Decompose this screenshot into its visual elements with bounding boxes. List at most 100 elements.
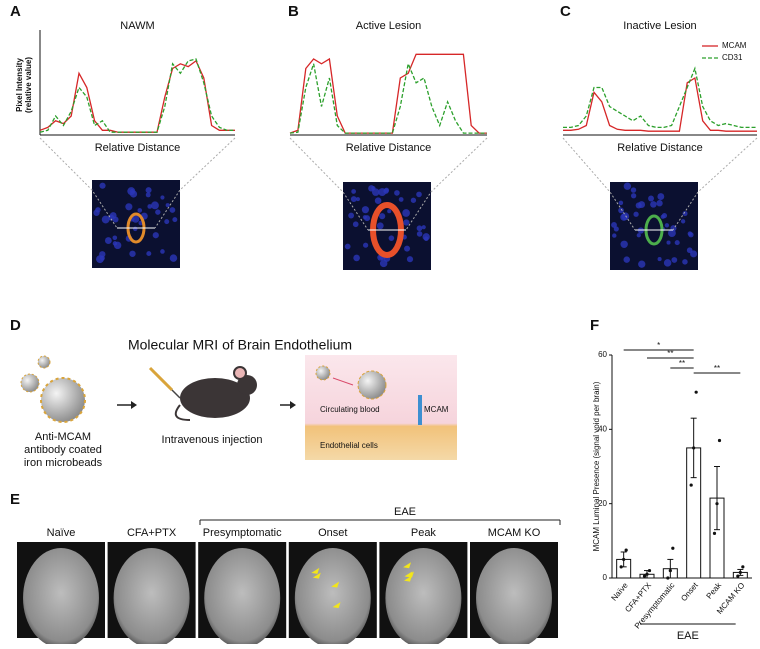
brain <box>294 548 371 648</box>
nucleus <box>160 249 165 254</box>
nucleus <box>104 237 112 244</box>
mri-label: CFA+PTX <box>127 527 177 539</box>
nucleus <box>657 257 662 262</box>
nucleus <box>109 212 117 219</box>
mri-label: Presymptomatic <box>203 527 282 539</box>
data-point <box>717 438 722 443</box>
chart-title: NAWM <box>120 20 154 32</box>
panel-label: A <box>10 3 21 20</box>
zoom-guide <box>39 137 118 229</box>
nucleus <box>155 209 161 215</box>
data-point <box>622 557 626 562</box>
group-label: EAE <box>394 506 416 518</box>
data-point <box>619 565 623 569</box>
data-point <box>738 570 742 575</box>
injection-label: Intravenous injection <box>162 434 263 446</box>
nucleus <box>113 241 122 250</box>
nucleus <box>93 209 100 216</box>
nucleus <box>666 240 671 245</box>
nucleus <box>99 255 105 261</box>
profile-line <box>563 76 757 132</box>
brain <box>23 548 99 648</box>
nucleus <box>671 257 678 263</box>
profile-line <box>289 61 487 134</box>
nucleus <box>416 231 423 237</box>
nucleus <box>376 222 384 230</box>
nucleus <box>99 182 106 189</box>
data-point <box>647 568 652 573</box>
panel-label: C <box>560 3 571 20</box>
brain <box>204 548 281 648</box>
nucleus <box>403 219 410 226</box>
mri-label: MCAM KO <box>488 527 541 539</box>
nucleus <box>129 190 138 198</box>
nucleus <box>423 236 429 242</box>
data-point <box>715 502 719 506</box>
data-point <box>668 568 672 573</box>
nucleus <box>402 209 410 217</box>
nucleus <box>394 190 400 196</box>
data-point <box>741 565 745 569</box>
nucleus <box>169 254 178 262</box>
nucleus <box>633 211 639 217</box>
bead-caption: iron microbeads <box>24 457 103 469</box>
nucleus <box>152 232 159 239</box>
arrow <box>404 571 413 578</box>
nucleus <box>351 189 357 194</box>
nucleus <box>650 201 657 208</box>
panel-label: F <box>590 317 599 334</box>
zoom-guide <box>289 137 369 231</box>
x-tick-label: Peak <box>705 580 724 601</box>
nucleus <box>133 226 138 232</box>
x-axis-label: Relative Distance <box>617 142 703 154</box>
nucleus <box>388 235 395 241</box>
panel-label: D <box>10 317 21 334</box>
data-point <box>645 572 649 576</box>
bead-caption: antibody coated <box>24 444 102 456</box>
nucleus <box>379 213 386 220</box>
nucleus <box>164 219 170 225</box>
nucleus <box>635 202 642 209</box>
nucleus <box>630 193 637 199</box>
nucleus <box>169 207 176 213</box>
mcam-label: MCAM <box>424 405 449 414</box>
nucleus <box>350 196 357 203</box>
y-tick-label: 40 <box>598 424 607 433</box>
nucleus <box>638 260 646 268</box>
nucleus <box>416 191 422 198</box>
group-label: EAE <box>677 630 699 642</box>
nucleus <box>145 192 151 198</box>
y-tick-label: 60 <box>598 350 607 359</box>
nucleus <box>421 225 426 230</box>
nucleus <box>398 197 404 202</box>
data-point <box>666 576 670 580</box>
nucleus <box>363 242 369 248</box>
y-axis-label: MCAM Luminal Presence (signal void per b… <box>592 381 601 551</box>
nucleus <box>621 212 630 221</box>
mri-label: Naïve <box>47 527 76 539</box>
nucleus <box>112 235 118 241</box>
profile-line <box>563 66 757 129</box>
mri-label: Peak <box>411 527 437 539</box>
arrow <box>332 602 341 609</box>
nucleus <box>682 259 688 265</box>
nucleus <box>147 204 153 209</box>
data-point <box>642 574 647 578</box>
nucleus <box>378 188 387 196</box>
arrow <box>312 572 321 579</box>
mri-label: Onset <box>318 527 347 539</box>
nucleus <box>404 245 411 252</box>
data-point <box>712 531 717 536</box>
zoom-guide <box>562 137 636 231</box>
nucleus <box>371 186 376 191</box>
diagram-art <box>20 355 457 460</box>
panel-label: E <box>10 491 20 508</box>
micrograph <box>610 182 698 270</box>
nucleus <box>674 240 680 246</box>
significance-label: ** <box>679 359 685 368</box>
nucleus <box>145 187 152 194</box>
nucleus <box>623 256 630 263</box>
cells-label: Endothelial cells <box>320 441 378 450</box>
nucleus <box>657 193 665 200</box>
